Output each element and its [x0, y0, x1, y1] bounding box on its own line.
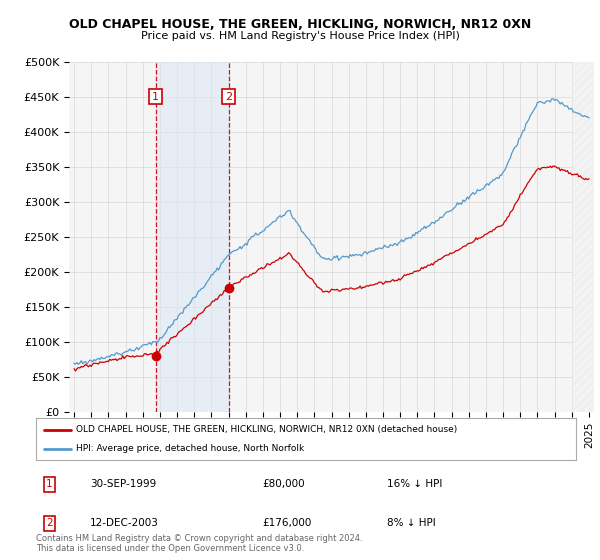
- Text: 1: 1: [152, 92, 159, 101]
- Bar: [155, 62, 229, 412]
- Text: 8% ↓ HPI: 8% ↓ HPI: [387, 519, 436, 528]
- Text: Price paid vs. HM Land Registry's House Price Index (HPI): Price paid vs. HM Land Registry's House …: [140, 31, 460, 41]
- Text: 2: 2: [225, 92, 232, 101]
- Bar: [573, 62, 594, 412]
- Text: £176,000: £176,000: [263, 519, 312, 528]
- Text: HPI: Average price, detached house, North Norfolk: HPI: Average price, detached house, Nort…: [77, 445, 305, 454]
- Text: OLD CHAPEL HOUSE, THE GREEN, HICKLING, NORWICH, NR12 0XN (detached house): OLD CHAPEL HOUSE, THE GREEN, HICKLING, N…: [77, 425, 458, 434]
- Text: 2: 2: [46, 519, 53, 528]
- Bar: [573, 62, 594, 412]
- Text: 1: 1: [46, 479, 53, 489]
- Text: Contains HM Land Registry data © Crown copyright and database right 2024.
This d: Contains HM Land Registry data © Crown c…: [36, 534, 362, 553]
- Text: £80,000: £80,000: [263, 479, 305, 489]
- Text: OLD CHAPEL HOUSE, THE GREEN, HICKLING, NORWICH, NR12 0XN: OLD CHAPEL HOUSE, THE GREEN, HICKLING, N…: [69, 18, 531, 31]
- Text: 16% ↓ HPI: 16% ↓ HPI: [387, 479, 442, 489]
- Text: 30-SEP-1999: 30-SEP-1999: [90, 479, 156, 489]
- Text: 12-DEC-2003: 12-DEC-2003: [90, 519, 159, 528]
